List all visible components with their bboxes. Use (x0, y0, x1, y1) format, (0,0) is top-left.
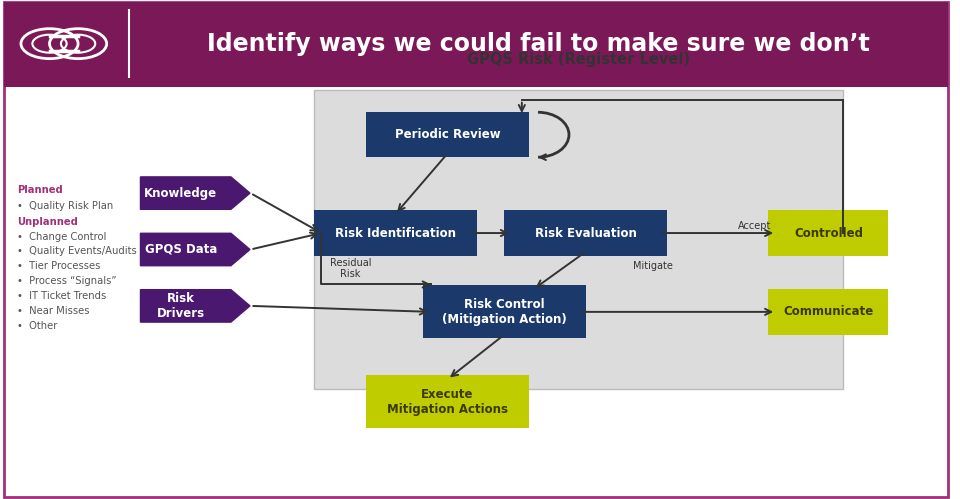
Text: Periodic Review: Periodic Review (395, 128, 500, 141)
Text: Planned: Planned (17, 185, 63, 195)
Text: •  Quality Events/Audits: • Quality Events/Audits (17, 247, 137, 256)
Text: Knowledge: Knowledge (144, 187, 218, 200)
Polygon shape (140, 177, 250, 210)
Text: Identify ways we could fail to make sure we don’t: Identify ways we could fail to make sure… (206, 31, 870, 56)
Text: Controlled: Controlled (794, 227, 863, 240)
Text: Residual
Risk: Residual Risk (329, 257, 372, 279)
FancyBboxPatch shape (504, 211, 667, 255)
Text: •  Change Control: • Change Control (17, 232, 107, 242)
Text: •  Near Misses: • Near Misses (17, 306, 89, 316)
Text: Communicate: Communicate (783, 305, 874, 318)
Text: GPQS Data: GPQS Data (145, 243, 217, 256)
FancyBboxPatch shape (366, 375, 529, 428)
FancyBboxPatch shape (314, 90, 843, 389)
FancyBboxPatch shape (366, 112, 529, 158)
Text: Mitigate: Mitigate (634, 261, 673, 271)
Text: Execute
Mitigation Actions: Execute Mitigation Actions (387, 388, 508, 416)
Text: •  Quality Risk Plan: • Quality Risk Plan (17, 201, 113, 211)
Text: •  Other: • Other (17, 321, 58, 331)
Text: GPQS Risk (Register Level): GPQS Risk (Register Level) (468, 52, 690, 67)
Text: Risk Evaluation: Risk Evaluation (535, 227, 636, 240)
FancyBboxPatch shape (314, 211, 476, 255)
Text: •  Process “Signals”: • Process “Signals” (17, 276, 117, 286)
Text: •  IT Ticket Trends: • IT Ticket Trends (17, 291, 107, 301)
FancyBboxPatch shape (4, 2, 948, 87)
Polygon shape (140, 289, 250, 322)
FancyBboxPatch shape (768, 211, 888, 255)
Text: Risk Control
(Mitigation Action): Risk Control (Mitigation Action) (443, 298, 567, 326)
Text: Risk
Drivers: Risk Drivers (156, 292, 205, 320)
Text: •  Tier Processes: • Tier Processes (17, 261, 101, 271)
Text: Unplanned: Unplanned (17, 217, 78, 227)
Text: Accept: Accept (738, 221, 772, 231)
Text: Risk Identification: Risk Identification (335, 227, 456, 240)
FancyBboxPatch shape (768, 289, 888, 335)
Polygon shape (140, 234, 250, 265)
FancyBboxPatch shape (423, 285, 587, 338)
